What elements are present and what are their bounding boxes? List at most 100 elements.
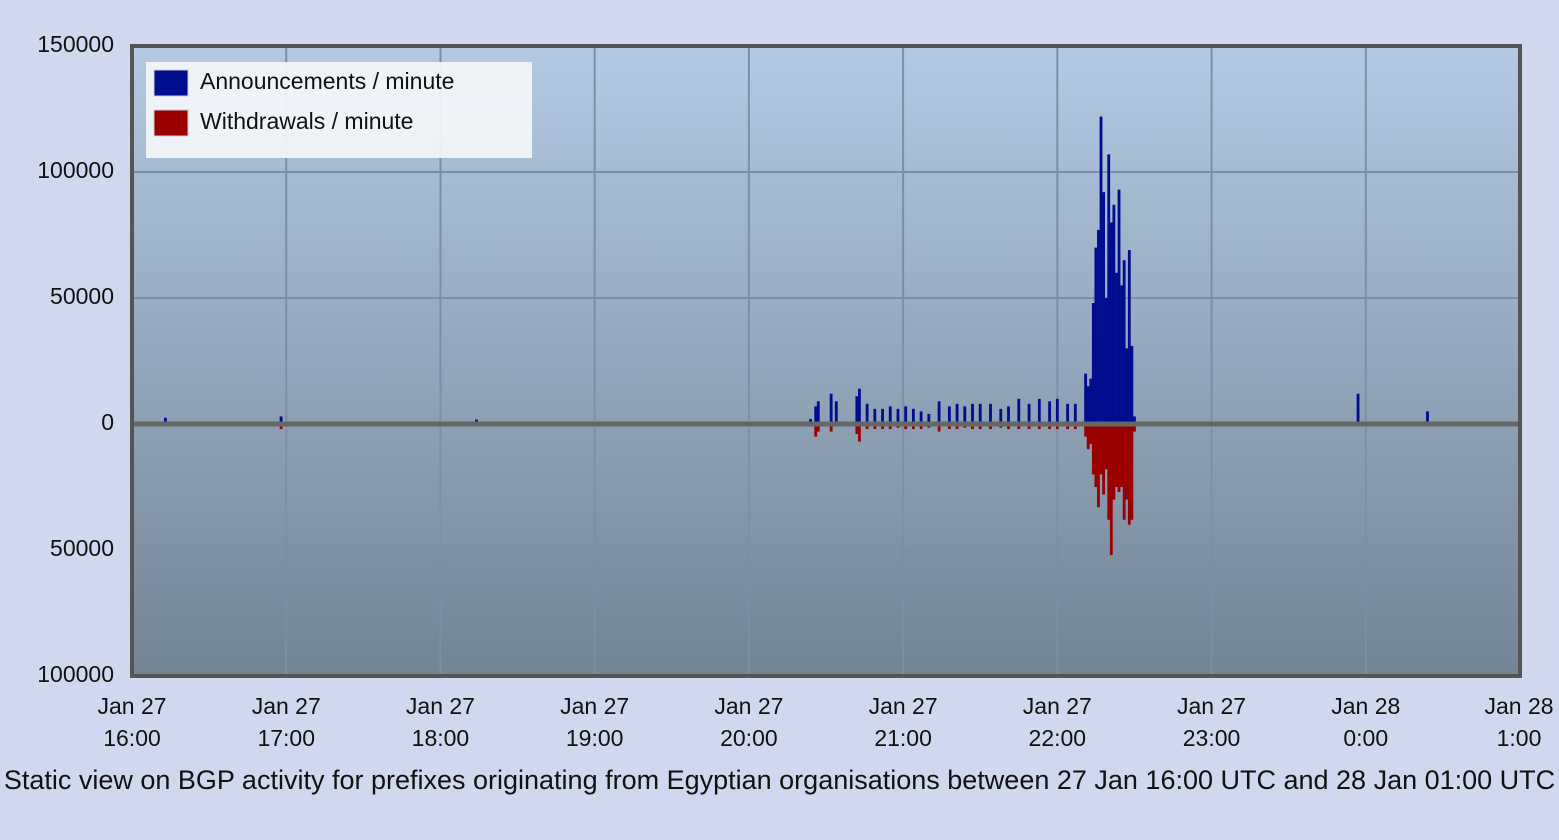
x-tick-label: Jan 27 16:00 (97, 693, 167, 751)
bar (1102, 424, 1106, 495)
bar (1017, 424, 1021, 430)
bar (829, 393, 833, 424)
bar (1048, 424, 1052, 430)
bar (1130, 424, 1134, 520)
bar (1007, 406, 1010, 424)
bar (1115, 424, 1118, 487)
bar (888, 406, 892, 424)
bar (1017, 398, 1021, 424)
bar (1125, 348, 1129, 424)
bar (1027, 424, 1031, 430)
bar (865, 424, 869, 430)
x-tick-label: Jan 27 20:00 (714, 693, 784, 751)
bar (1066, 424, 1070, 430)
bar (955, 403, 959, 424)
bar (1125, 424, 1129, 500)
bar (937, 424, 941, 432)
bar (164, 417, 167, 424)
x-tick-label: Jan 27 19:00 (560, 693, 630, 751)
bar (1089, 424, 1093, 445)
bar (873, 424, 877, 430)
bar (1107, 424, 1111, 520)
bar (881, 408, 884, 424)
bar (937, 401, 941, 424)
bar (1094, 247, 1098, 424)
bar (888, 424, 892, 430)
bar (947, 406, 951, 424)
bar (1086, 424, 1090, 450)
legend-label: Withdrawals / minute (200, 108, 413, 134)
bar (1112, 204, 1116, 424)
x-tick-label: Jan 28 1:00 (1484, 693, 1554, 751)
bar (947, 424, 951, 430)
legend: Announcements / minute Withdrawals / minu… (146, 62, 532, 158)
bar (1127, 250, 1131, 424)
bar (1127, 424, 1131, 525)
bar (978, 424, 982, 430)
bar (1097, 424, 1100, 508)
bar (814, 406, 818, 424)
legend-swatch (153, 69, 189, 97)
bar (911, 408, 915, 424)
legend-box (146, 62, 532, 158)
bar (1055, 424, 1059, 430)
bar (816, 424, 820, 432)
bar (1097, 229, 1100, 424)
bar (1104, 424, 1108, 470)
bar (1109, 222, 1113, 424)
bar (971, 424, 974, 430)
bar (1091, 303, 1095, 424)
bar (1122, 424, 1126, 520)
x-tick-label: Jan 27 17:00 (251, 693, 321, 751)
bar (855, 396, 859, 424)
bar (279, 424, 283, 430)
bar (1130, 345, 1134, 424)
y-tick-label: 50000 (50, 283, 114, 309)
bar (858, 424, 861, 442)
bar (927, 413, 931, 424)
caption: Static view on BGP activity for prefixes… (3, 765, 1556, 795)
bar (1120, 424, 1124, 487)
legend-label: Announcements / minute (200, 68, 454, 94)
bar (1073, 403, 1077, 424)
bar (1027, 403, 1031, 424)
bar (904, 424, 908, 430)
bar (1120, 285, 1124, 424)
bar (999, 408, 1003, 424)
bar (858, 388, 861, 424)
bar (1084, 373, 1088, 424)
bar (1104, 298, 1108, 424)
bar (1094, 424, 1098, 487)
bar (1107, 154, 1111, 425)
bar (896, 408, 900, 424)
bar (834, 401, 838, 424)
bar (1099, 116, 1103, 424)
bar (809, 418, 812, 424)
bar (963, 406, 967, 424)
y-tick-label: 100000 (37, 661, 114, 687)
bar (1133, 424, 1136, 432)
bar (1356, 393, 1360, 424)
bar (1086, 386, 1090, 424)
bar (1084, 424, 1088, 437)
bar (1066, 403, 1070, 424)
bar (855, 424, 859, 435)
bar (1055, 398, 1059, 424)
plot-border (130, 44, 1522, 678)
bar (1133, 416, 1136, 424)
bar (978, 403, 982, 424)
bar (1102, 192, 1106, 424)
bar (911, 424, 915, 430)
bar (1117, 189, 1121, 424)
x-tick-label: Jan 28 0:00 (1331, 693, 1401, 751)
bar (1073, 424, 1077, 430)
bar (865, 403, 869, 424)
bar (1007, 424, 1010, 430)
x-tick-label: Jan 27 18:00 (405, 693, 475, 751)
x-tick-label: Jan 27 23:00 (1177, 693, 1247, 751)
y-tick-label: 0 (101, 409, 114, 435)
bar (971, 403, 974, 424)
bar (816, 401, 820, 424)
